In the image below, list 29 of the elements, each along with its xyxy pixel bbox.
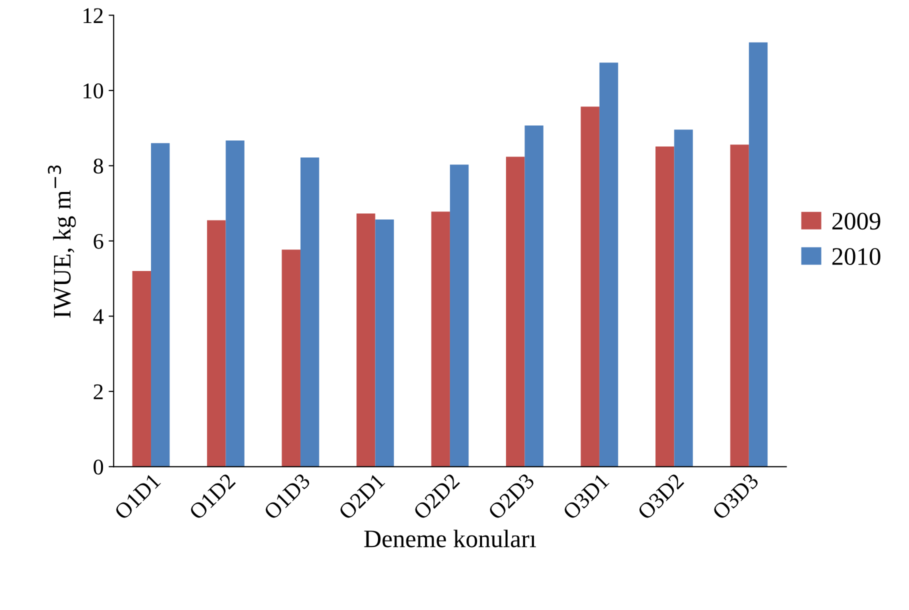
bar [655,146,674,467]
bar [300,157,320,467]
bar [375,220,394,467]
bar [599,62,618,467]
bar [580,106,600,467]
bar [282,250,300,467]
y-tick-label: 10 [84,83,104,98]
y-axis-title: IWUE, kg m$^{−3}$ [48,166,76,318]
bar [150,143,170,467]
bar [431,212,450,467]
bar [132,271,151,467]
y-tick-label: 8 [94,158,104,174]
y-tick-label: 0 [94,460,104,475]
y-tick-label: 12 [84,8,103,23]
bar [730,144,749,467]
legend-label: 2010 [832,248,880,265]
bar [356,213,376,467]
bar [748,42,768,467]
legend-label: 2009 [832,212,880,230]
y-tick-label: 4 [93,309,104,324]
y-tick-label: 2 [94,384,103,400]
y-tick-label: 6 [94,234,104,249]
bar [506,156,525,467]
x-axis-title: Deneme konuları [364,530,536,548]
bar [450,164,469,467]
bar [207,220,226,467]
bar [226,140,244,467]
bar [674,130,693,467]
bar [524,125,544,467]
